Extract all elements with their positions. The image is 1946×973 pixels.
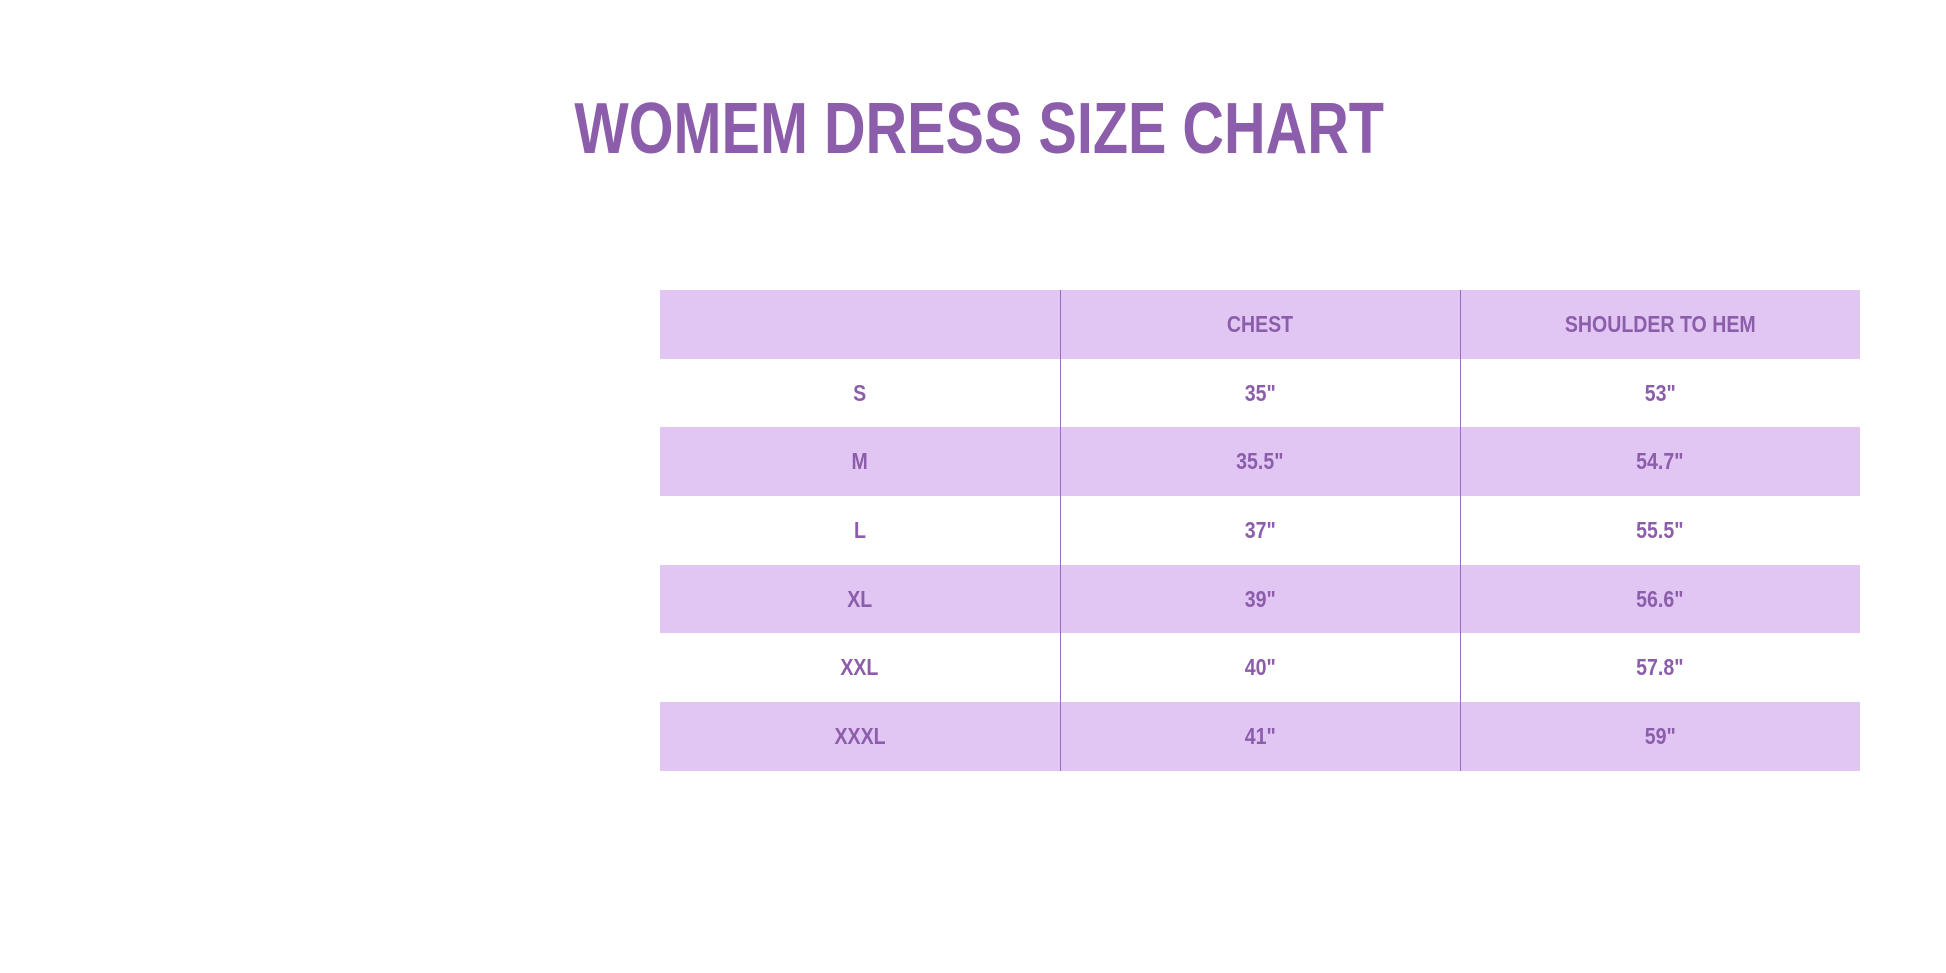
chest-cell: 41"	[1059, 702, 1460, 771]
shoulder-to-hem-cell: 57.8"	[1459, 633, 1860, 703]
shoulder-to-hem-cell: 59"	[1459, 702, 1860, 771]
table-row: XL 39" 56.6"	[660, 564, 1860, 634]
chest-cell: 37"	[1059, 496, 1460, 565]
size-cell: M	[660, 427, 1060, 497]
size-chart-table: CHEST SHOULDER TO HEM S 35" 53" M 35.5" …	[660, 290, 1860, 771]
header-size	[660, 290, 1060, 359]
table-row: S 35" 53"	[660, 358, 1860, 428]
table-row: M 35.5" 54.7"	[660, 427, 1860, 497]
chest-cell: 39"	[1059, 564, 1460, 634]
header-chest: CHEST	[1059, 290, 1460, 359]
shoulder-to-hem-cell: 56.6"	[1459, 564, 1860, 634]
table-row: L 37" 55.5"	[660, 496, 1860, 565]
shoulder-to-hem-cell: 54.7"	[1459, 427, 1860, 497]
size-cell: L	[853, 516, 866, 543]
shoulder-to-hem-cell: 55.5"	[1459, 496, 1860, 565]
chest-cell: 35"	[1059, 358, 1460, 428]
size-cell: S	[853, 379, 867, 406]
chest-cell: 40"	[1059, 633, 1460, 703]
size-cell: XXL	[840, 654, 879, 681]
size-cell: XL	[660, 564, 1060, 634]
size-cell: XXXL	[660, 702, 1060, 771]
shoulder-to-hem-cell: 53"	[1459, 358, 1860, 428]
table-row: XXL 40" 57.8"	[660, 633, 1860, 703]
chest-cell: 35.5"	[1059, 427, 1460, 497]
table-header-row: CHEST SHOULDER TO HEM	[660, 290, 1860, 359]
table-row: XXXL 41" 59"	[660, 702, 1860, 771]
page-title: WOMEM DRESS SIZE CHART	[574, 89, 1384, 169]
header-shoulder-to-hem: SHOULDER TO HEM	[1459, 290, 1860, 359]
